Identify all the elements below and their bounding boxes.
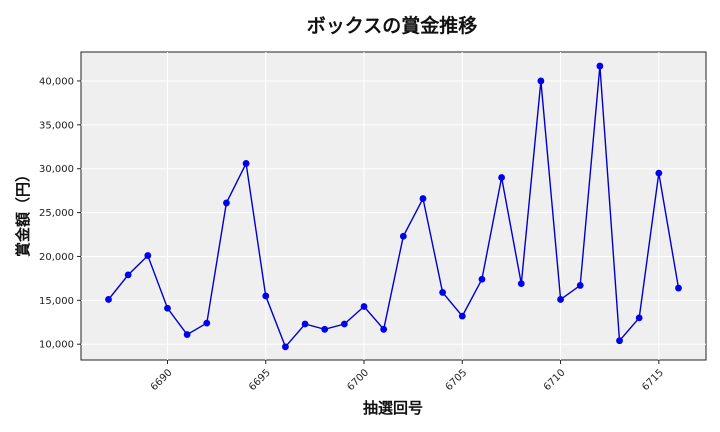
- y-tick-label: 30,000: [39, 164, 74, 175]
- data-point: [242, 160, 250, 167]
- y-tick-label: 35,000: [39, 120, 74, 131]
- data-point: [380, 325, 388, 333]
- data-point: [498, 174, 505, 181]
- prize-series: [105, 62, 682, 351]
- data-point: [517, 280, 525, 288]
- x-tick-label: 6710: [542, 367, 568, 393]
- data-point: [223, 199, 230, 207]
- data-point: [655, 169, 663, 177]
- data-point: [124, 271, 132, 279]
- x-tick-label: 6695: [247, 367, 273, 393]
- data-point: [262, 292, 270, 300]
- y-tick-label: 15,000: [39, 296, 74, 307]
- data-point: [282, 343, 289, 351]
- data-point: [301, 320, 309, 328]
- series-line: [107, 65, 680, 349]
- x-tick-label: 6715: [640, 367, 666, 393]
- data-point: [675, 284, 682, 292]
- data-point: [399, 232, 407, 240]
- data-point: [458, 312, 466, 320]
- x-axis-title: 抽選回号: [363, 399, 423, 417]
- data-point: [478, 275, 486, 283]
- y-tick-label: 40,000: [39, 76, 74, 87]
- data-point: [616, 337, 623, 345]
- y-tick-label: 10,000: [39, 340, 74, 351]
- data-point: [419, 195, 427, 202]
- grid-lines: [81, 52, 706, 360]
- x-tick-label: 6700: [345, 367, 371, 393]
- y-tick-label: 25,000: [39, 208, 74, 219]
- data-point: [635, 314, 643, 322]
- data-point: [360, 303, 368, 310]
- data-point: [183, 331, 191, 338]
- data-point: [537, 77, 545, 85]
- plot-area: [80, 51, 707, 361]
- data-point: [576, 282, 584, 289]
- data-point: [203, 319, 211, 327]
- chart-title: ボックスの賞金推移: [307, 14, 477, 37]
- data-point: [164, 304, 171, 312]
- data-point: [144, 252, 152, 259]
- data-point: [557, 296, 564, 303]
- x-tick-label: 6690: [149, 367, 175, 393]
- data-point: [105, 296, 112, 303]
- data-point: [321, 325, 329, 333]
- data-point: [439, 289, 447, 296]
- x-tick-label: 6705: [444, 367, 470, 393]
- data-point: [596, 62, 604, 70]
- y-tick-label: 20,000: [39, 252, 74, 263]
- data-point: [340, 320, 348, 328]
- y-axis-title: 賞金額（円）: [14, 167, 32, 257]
